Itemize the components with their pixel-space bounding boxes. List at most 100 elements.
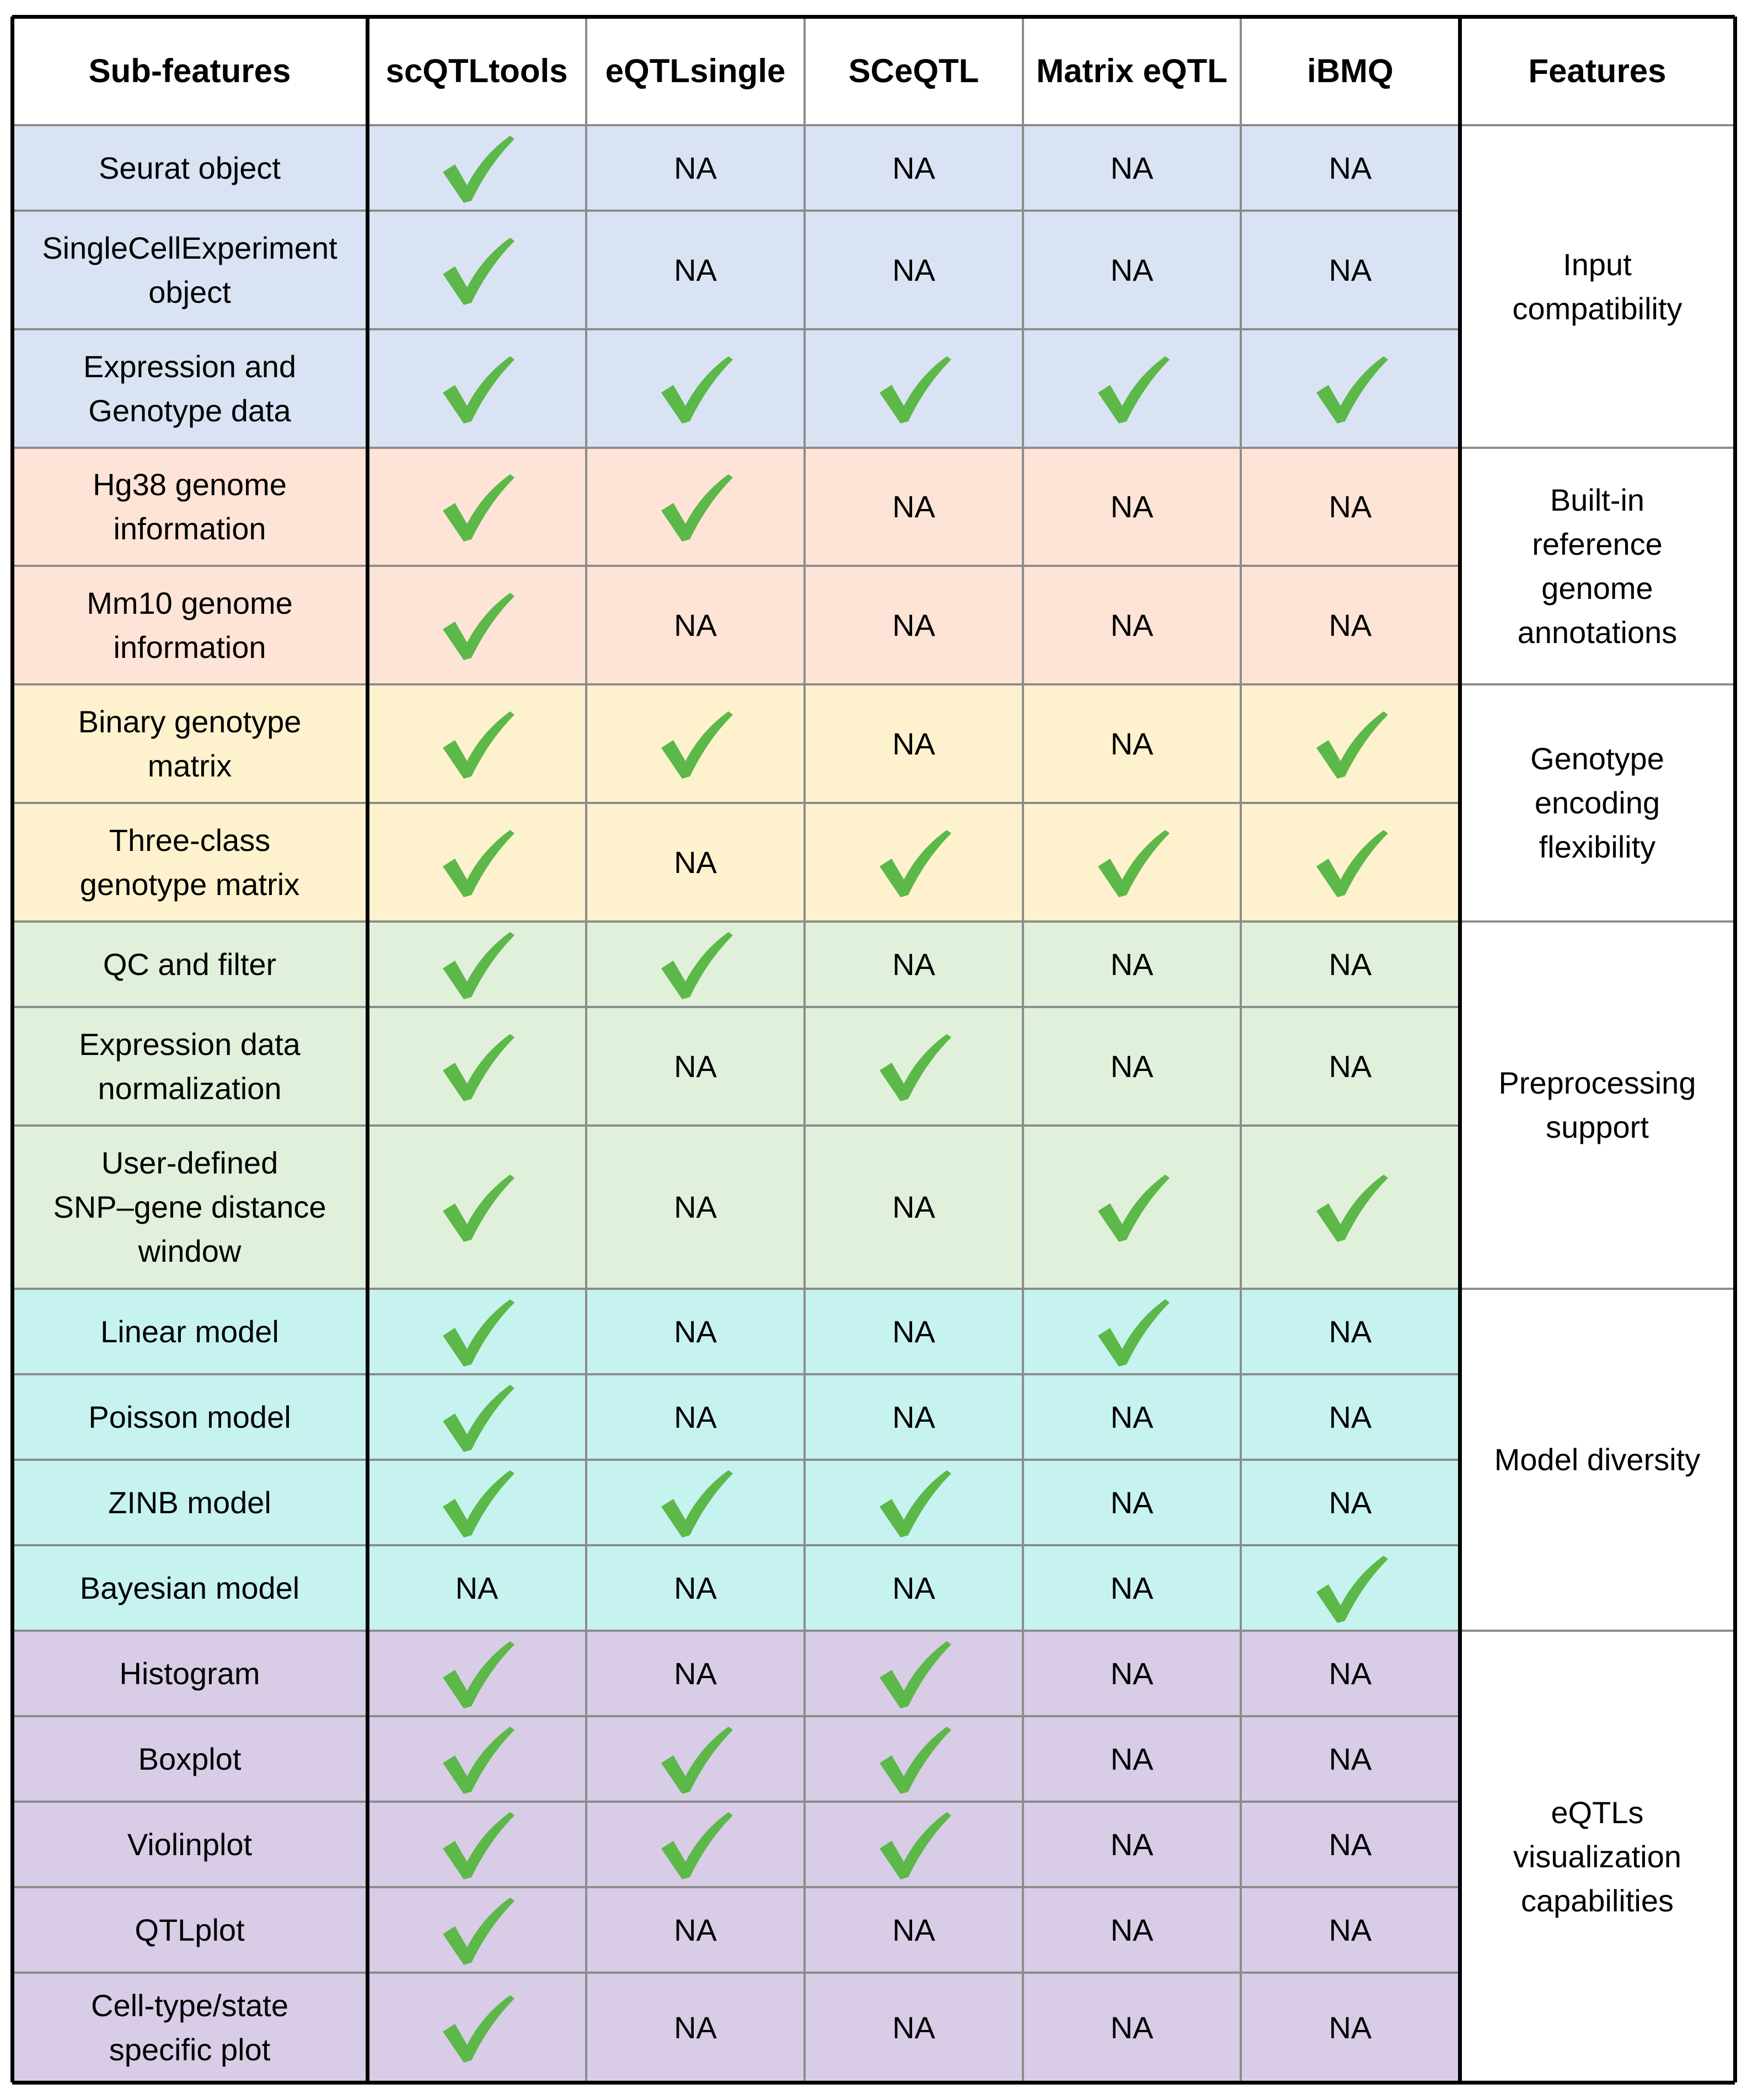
na-label: NA — [892, 946, 935, 982]
checkmark-icon — [880, 829, 951, 897]
header-matrix-eqtl: Matrix eQTL — [1023, 17, 1241, 125]
checkmark-icon — [661, 356, 733, 424]
checkmark-icon — [442, 1897, 515, 1965]
value-cell-ibmq: NA — [1241, 211, 1460, 329]
header-label: Sub-features — [88, 52, 291, 89]
value-cell-matrix-eqtl: NA — [1023, 1802, 1241, 1887]
value-cell-matrix-eqtl: NA — [1023, 566, 1241, 684]
na-label: NA — [674, 252, 717, 287]
value-cell-sceqtl — [805, 1716, 1023, 1802]
value-cell-eqtlsingle — [586, 329, 805, 448]
value-cell-scqtltools — [367, 1007, 586, 1126]
value-cell-scqtltools — [367, 1289, 586, 1374]
checkmark-icon — [442, 1033, 515, 1101]
value-cell-sceqtl: NA — [805, 125, 1023, 211]
na-label: NA — [892, 150, 935, 185]
value-cell-scqtltools — [367, 1802, 586, 1887]
checkmark-icon — [1097, 829, 1170, 897]
value-cell-eqtlsingle: NA — [586, 1007, 805, 1126]
value-cell-sceqtl: NA — [805, 1887, 1023, 1973]
value-cell-matrix-eqtl: NA — [1023, 1374, 1241, 1460]
feature-group-preprocessing: Preprocessing support — [1460, 922, 1735, 1289]
value-cell-ibmq: NA — [1241, 125, 1460, 211]
checkmark-icon — [442, 1641, 515, 1708]
na-label: NA — [455, 1570, 499, 1605]
checkmark-icon — [1316, 711, 1388, 779]
sub-feature-cell: Binary genotype matrix — [12, 684, 367, 803]
sub-feature-cell: Mm10 genome information — [12, 566, 367, 684]
sub-feature-cell: QC and filter — [12, 922, 367, 1007]
na-label: NA — [1328, 1048, 1372, 1084]
header-scqtltools: scQTLtools — [367, 17, 586, 125]
value-cell-scqtltools — [367, 1716, 586, 1802]
value-cell-sceqtl — [805, 1802, 1023, 1887]
checkmark-icon — [442, 829, 515, 897]
value-cell-ibmq: NA — [1241, 1973, 1460, 2082]
sub-feature-label: Boxplot — [138, 1741, 242, 1776]
na-label: NA — [892, 607, 935, 642]
value-cell-scqtltools — [367, 1887, 586, 1973]
feature-group-label: Genotype encoding flexibility — [1530, 741, 1664, 864]
value-cell-matrix-eqtl: NA — [1023, 1716, 1241, 1802]
value-cell-matrix-eqtl — [1023, 329, 1241, 448]
sub-feature-cell: Histogram — [12, 1631, 367, 1716]
sub-feature-cell: Violinplot — [12, 1802, 367, 1887]
value-cell-eqtlsingle — [586, 1802, 805, 1887]
value-cell-sceqtl: NA — [805, 1126, 1023, 1289]
value-cell-matrix-eqtl: NA — [1023, 448, 1241, 566]
checkmark-icon — [1316, 1175, 1388, 1242]
value-cell-matrix-eqtl — [1023, 803, 1241, 922]
sub-feature-label: Cell-type/state specific plot — [91, 1988, 288, 2067]
na-label: NA — [674, 1399, 717, 1434]
sub-feature-label: Linear model — [100, 1314, 279, 1349]
na-label: NA — [1110, 607, 1154, 642]
value-cell-sceqtl — [805, 803, 1023, 922]
checkmark-icon — [1316, 356, 1388, 424]
checkmark-icon — [661, 1726, 733, 1794]
value-cell-matrix-eqtl: NA — [1023, 1460, 1241, 1545]
na-label: NA — [892, 2010, 935, 2045]
sub-feature-cell: SingleCellExperiment object — [12, 211, 367, 329]
value-cell-eqtlsingle — [586, 1460, 805, 1545]
feature-group-model: Model diversity — [1460, 1289, 1735, 1631]
value-cell-scqtltools — [367, 448, 586, 566]
value-cell-matrix-eqtl: NA — [1023, 125, 1241, 211]
na-label: NA — [1110, 1485, 1154, 1520]
na-label: NA — [892, 1314, 935, 1349]
header-label: eQTLsingle — [605, 52, 786, 89]
value-cell-sceqtl — [805, 1007, 1023, 1126]
comparison-table: Sub-features scQTLtools eQTLsingle SCeQTL Ma… — [10, 14, 1737, 2085]
value-cell-scqtltools: NA — [367, 1545, 586, 1631]
checkmark-icon — [442, 356, 515, 424]
value-cell-matrix-eqtl: NA — [1023, 1887, 1241, 1973]
na-label: NA — [1110, 489, 1154, 524]
value-cell-scqtltools — [367, 1631, 586, 1716]
na-label: NA — [1328, 1656, 1372, 1691]
na-label: NA — [1110, 946, 1154, 982]
value-cell-scqtltools — [367, 684, 586, 803]
sub-feature-label: Mm10 genome information — [87, 585, 293, 665]
value-cell-scqtltools — [367, 566, 586, 684]
value-cell-eqtlsingle: NA — [586, 1545, 805, 1631]
value-cell-eqtlsingle: NA — [586, 1126, 805, 1289]
na-label: NA — [1328, 252, 1372, 287]
value-cell-sceqtl: NA — [805, 566, 1023, 684]
value-cell-matrix-eqtl: NA — [1023, 1631, 1241, 1716]
na-label: NA — [674, 607, 717, 642]
value-cell-ibmq: NA — [1241, 922, 1460, 1007]
na-label: NA — [1110, 1570, 1154, 1605]
sub-feature-cell: Expression data normalization — [12, 1007, 367, 1126]
na-label: NA — [674, 2010, 717, 2045]
header-eqtlsingle: eQTLsingle — [586, 17, 805, 125]
header-features: Features — [1460, 17, 1735, 125]
value-cell-ibmq: NA — [1241, 1631, 1460, 1716]
value-cell-sceqtl: NA — [805, 1545, 1023, 1631]
value-cell-eqtlsingle: NA — [586, 1973, 805, 2082]
sub-feature-label: Poisson model — [88, 1399, 291, 1434]
sub-feature-cell: Bayesian model — [12, 1545, 367, 1631]
value-cell-eqtlsingle: NA — [586, 211, 805, 329]
value-cell-sceqtl: NA — [805, 211, 1023, 329]
na-label: NA — [892, 1570, 935, 1605]
sub-feature-label: QC and filter — [103, 946, 277, 982]
checkmark-icon — [880, 1726, 951, 1794]
